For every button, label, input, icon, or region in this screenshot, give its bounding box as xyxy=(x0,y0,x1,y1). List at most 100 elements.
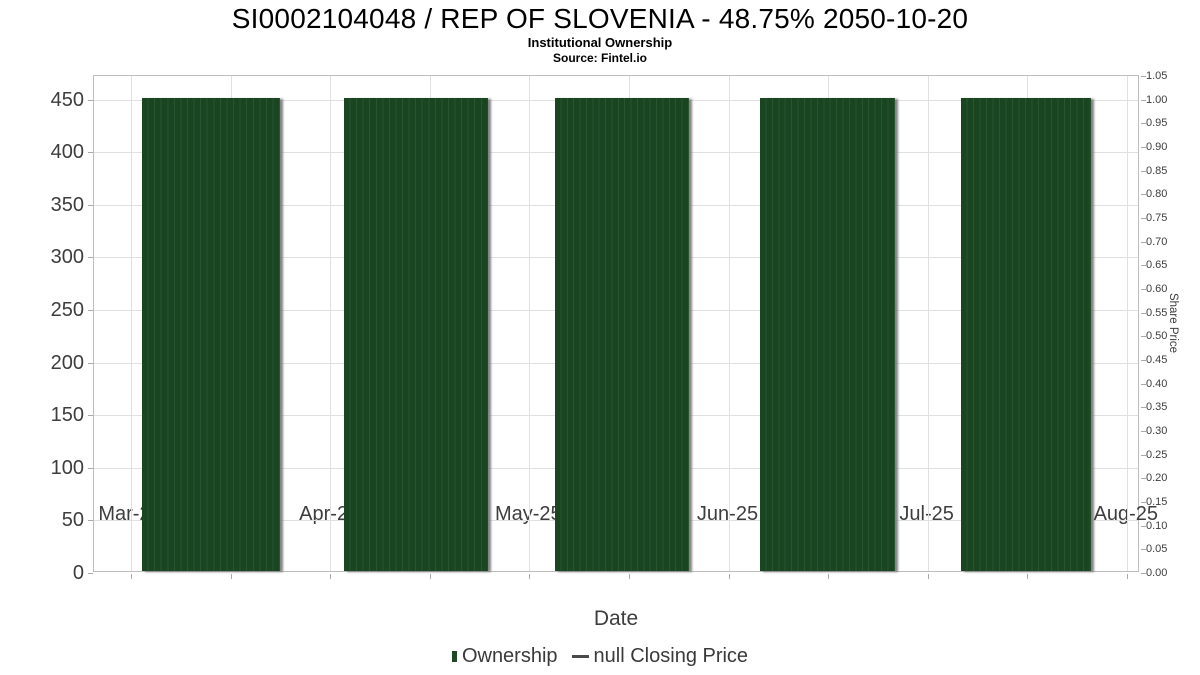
y-axis-tick-label: 250 xyxy=(50,299,84,322)
y-axis-tick-mark xyxy=(88,257,93,259)
y-axis-tick-mark xyxy=(88,310,93,312)
y2-axis-tick-label: 0.75 xyxy=(1146,212,1168,224)
ownership-bar-group[interactable] xyxy=(760,97,896,571)
gridline-vertical xyxy=(131,76,133,571)
y2-axis-tick-mark xyxy=(1141,312,1146,314)
gridline-vertical xyxy=(1126,76,1128,571)
y2-axis-tick-label: 0.10 xyxy=(1146,519,1168,532)
chart-title: SI0002104048 / REP OF SLOVENIA - 48.75% … xyxy=(231,3,969,34)
x-axis-tick-mark xyxy=(230,574,232,579)
x-axis-tick-label: Jul-25 xyxy=(899,503,954,525)
y2-axis-tick-label: 0.55 xyxy=(1146,306,1168,319)
y2-axis-tick-mark xyxy=(1141,123,1146,125)
x-axis-tick-mark xyxy=(330,574,332,579)
y2-axis-tick-label: 0.95 xyxy=(1146,117,1168,130)
y2-axis-tick-label: 0.35 xyxy=(1146,401,1168,414)
y-axis-tick-label: 150 xyxy=(50,404,84,427)
line-series-marker-icon xyxy=(571,655,589,658)
x-axis-tick-mark xyxy=(927,574,929,579)
y2-axis-tick-label: 0.50 xyxy=(1146,330,1168,343)
x-axis-tick-mark xyxy=(131,574,133,579)
x-axis-tick-mark xyxy=(628,574,630,579)
y2-axis-tick-label: 0.30 xyxy=(1146,425,1168,437)
y-axis-tick-label: 350 xyxy=(50,193,84,216)
legend-label: null Closing Price xyxy=(593,645,749,667)
y-axis-tick-mark xyxy=(88,415,93,417)
ownership-bar-group[interactable] xyxy=(555,97,690,571)
y-axis-tick-mark xyxy=(88,362,93,364)
ownership-bar-group[interactable] xyxy=(961,97,1091,571)
y-axis-tick-label: 50 xyxy=(61,509,84,532)
legend: Ownership null Closing Price xyxy=(0,645,1200,668)
y2-axis-tick-mark xyxy=(1141,194,1146,196)
x-axis-tick-mark xyxy=(728,574,730,579)
y2-axis-tick-mark xyxy=(1141,265,1146,267)
x-axis-tick-mark xyxy=(429,574,431,579)
y-axis-tick-label: 200 xyxy=(50,351,84,374)
y-axis-tick-label: 0 xyxy=(72,562,84,584)
ownership-bar-group[interactable] xyxy=(343,97,489,571)
y2-axis-tick-mark xyxy=(1141,147,1146,148)
y2-axis-tick-mark xyxy=(1141,525,1146,527)
legend-entry-closing-price[interactable]: null Closing Price xyxy=(571,645,749,668)
y-axis-tick-label: 400 xyxy=(50,141,84,164)
y-axis-tick-mark xyxy=(88,520,93,522)
y2-axis-tick-mark xyxy=(1141,289,1146,290)
x-axis-tick-label: May-25 xyxy=(494,503,562,525)
x-axis-tick-label: Jun-25 xyxy=(696,503,759,525)
y2-axis-tick-mark xyxy=(1141,383,1146,385)
y2-axis-tick-mark xyxy=(1141,549,1146,551)
y2-axis-tick-mark xyxy=(1141,76,1146,77)
y2-axis-tick-mark xyxy=(1141,218,1146,219)
y-axis-tick-mark xyxy=(88,99,93,101)
chart-source: Source: Fintel.io xyxy=(552,51,647,65)
chart-subtitle: Institutional Ownership xyxy=(527,35,673,50)
y2-axis-tick-mark xyxy=(1141,99,1146,101)
y2-axis-tick-mark xyxy=(1141,336,1146,338)
y2-axis-tick-mark xyxy=(1141,170,1146,172)
legend-label: Ownership xyxy=(461,645,558,667)
legend-entry-ownership[interactable]: Ownership xyxy=(451,645,558,668)
gridline-vertical xyxy=(728,76,730,571)
x-axis-title: Date xyxy=(593,607,639,630)
y2-axis-tick-mark xyxy=(1141,241,1146,243)
y2-axis-tick-mark xyxy=(1141,407,1146,409)
y-axis-tick-label: 100 xyxy=(50,456,84,479)
x-axis-tick-label: Aug-25 xyxy=(1093,503,1159,525)
y2-axis-tick-mark xyxy=(1141,360,1146,361)
y2-axis-tick-label: 0.25 xyxy=(1146,448,1168,461)
y2-axis-tick-mark xyxy=(1141,502,1146,503)
y2-axis-tick-label: 0.65 xyxy=(1146,259,1168,272)
y2-axis-tick-label: 0.00 xyxy=(1146,567,1168,579)
y2-axis-tick-mark xyxy=(1141,431,1146,432)
x-axis-tick-mark xyxy=(529,574,531,579)
y2-axis-tick-label: 1.00 xyxy=(1146,93,1168,106)
y2-axis-tick-label: 0.90 xyxy=(1146,141,1168,153)
y2-axis-tick-mark xyxy=(1141,573,1146,574)
y-axis-tick-mark xyxy=(88,573,93,574)
y2-axis-tick-label: 0.60 xyxy=(1146,283,1168,295)
y-axis-tick-mark xyxy=(88,204,93,206)
y2-axis-tick-label: 0.20 xyxy=(1146,472,1168,485)
x-axis-tick-mark xyxy=(1027,574,1029,579)
y2-axis-tick-label: 0.80 xyxy=(1146,188,1168,201)
y-axis-tick-mark xyxy=(88,467,93,469)
y2-axis-tick-label: 0.70 xyxy=(1146,235,1168,248)
y2-axis-tick-label: 0.45 xyxy=(1146,354,1168,366)
y-axis-tick-label: 300 xyxy=(50,246,84,269)
bar-series-marker-icon xyxy=(451,651,457,662)
x-axis-tick-mark xyxy=(828,574,830,579)
y2-axis-tick-mark xyxy=(1141,478,1146,480)
y2-axis-tick-label: 1.05 xyxy=(1146,70,1168,82)
ownership-bar-group[interactable] xyxy=(142,97,281,571)
y2-axis-tick-label: 0.15 xyxy=(1146,496,1168,508)
y2-axis-title: Share Price xyxy=(1167,292,1179,354)
gridline-vertical xyxy=(330,76,332,571)
y2-axis-tick-label: 0.85 xyxy=(1146,164,1168,177)
y-axis-tick-label: 450 xyxy=(50,88,84,111)
gridline-vertical xyxy=(927,76,929,571)
y2-axis-tick-label: 0.05 xyxy=(1146,543,1168,556)
x-axis-tick-mark xyxy=(1126,574,1128,579)
y2-axis-tick-mark xyxy=(1141,454,1146,456)
